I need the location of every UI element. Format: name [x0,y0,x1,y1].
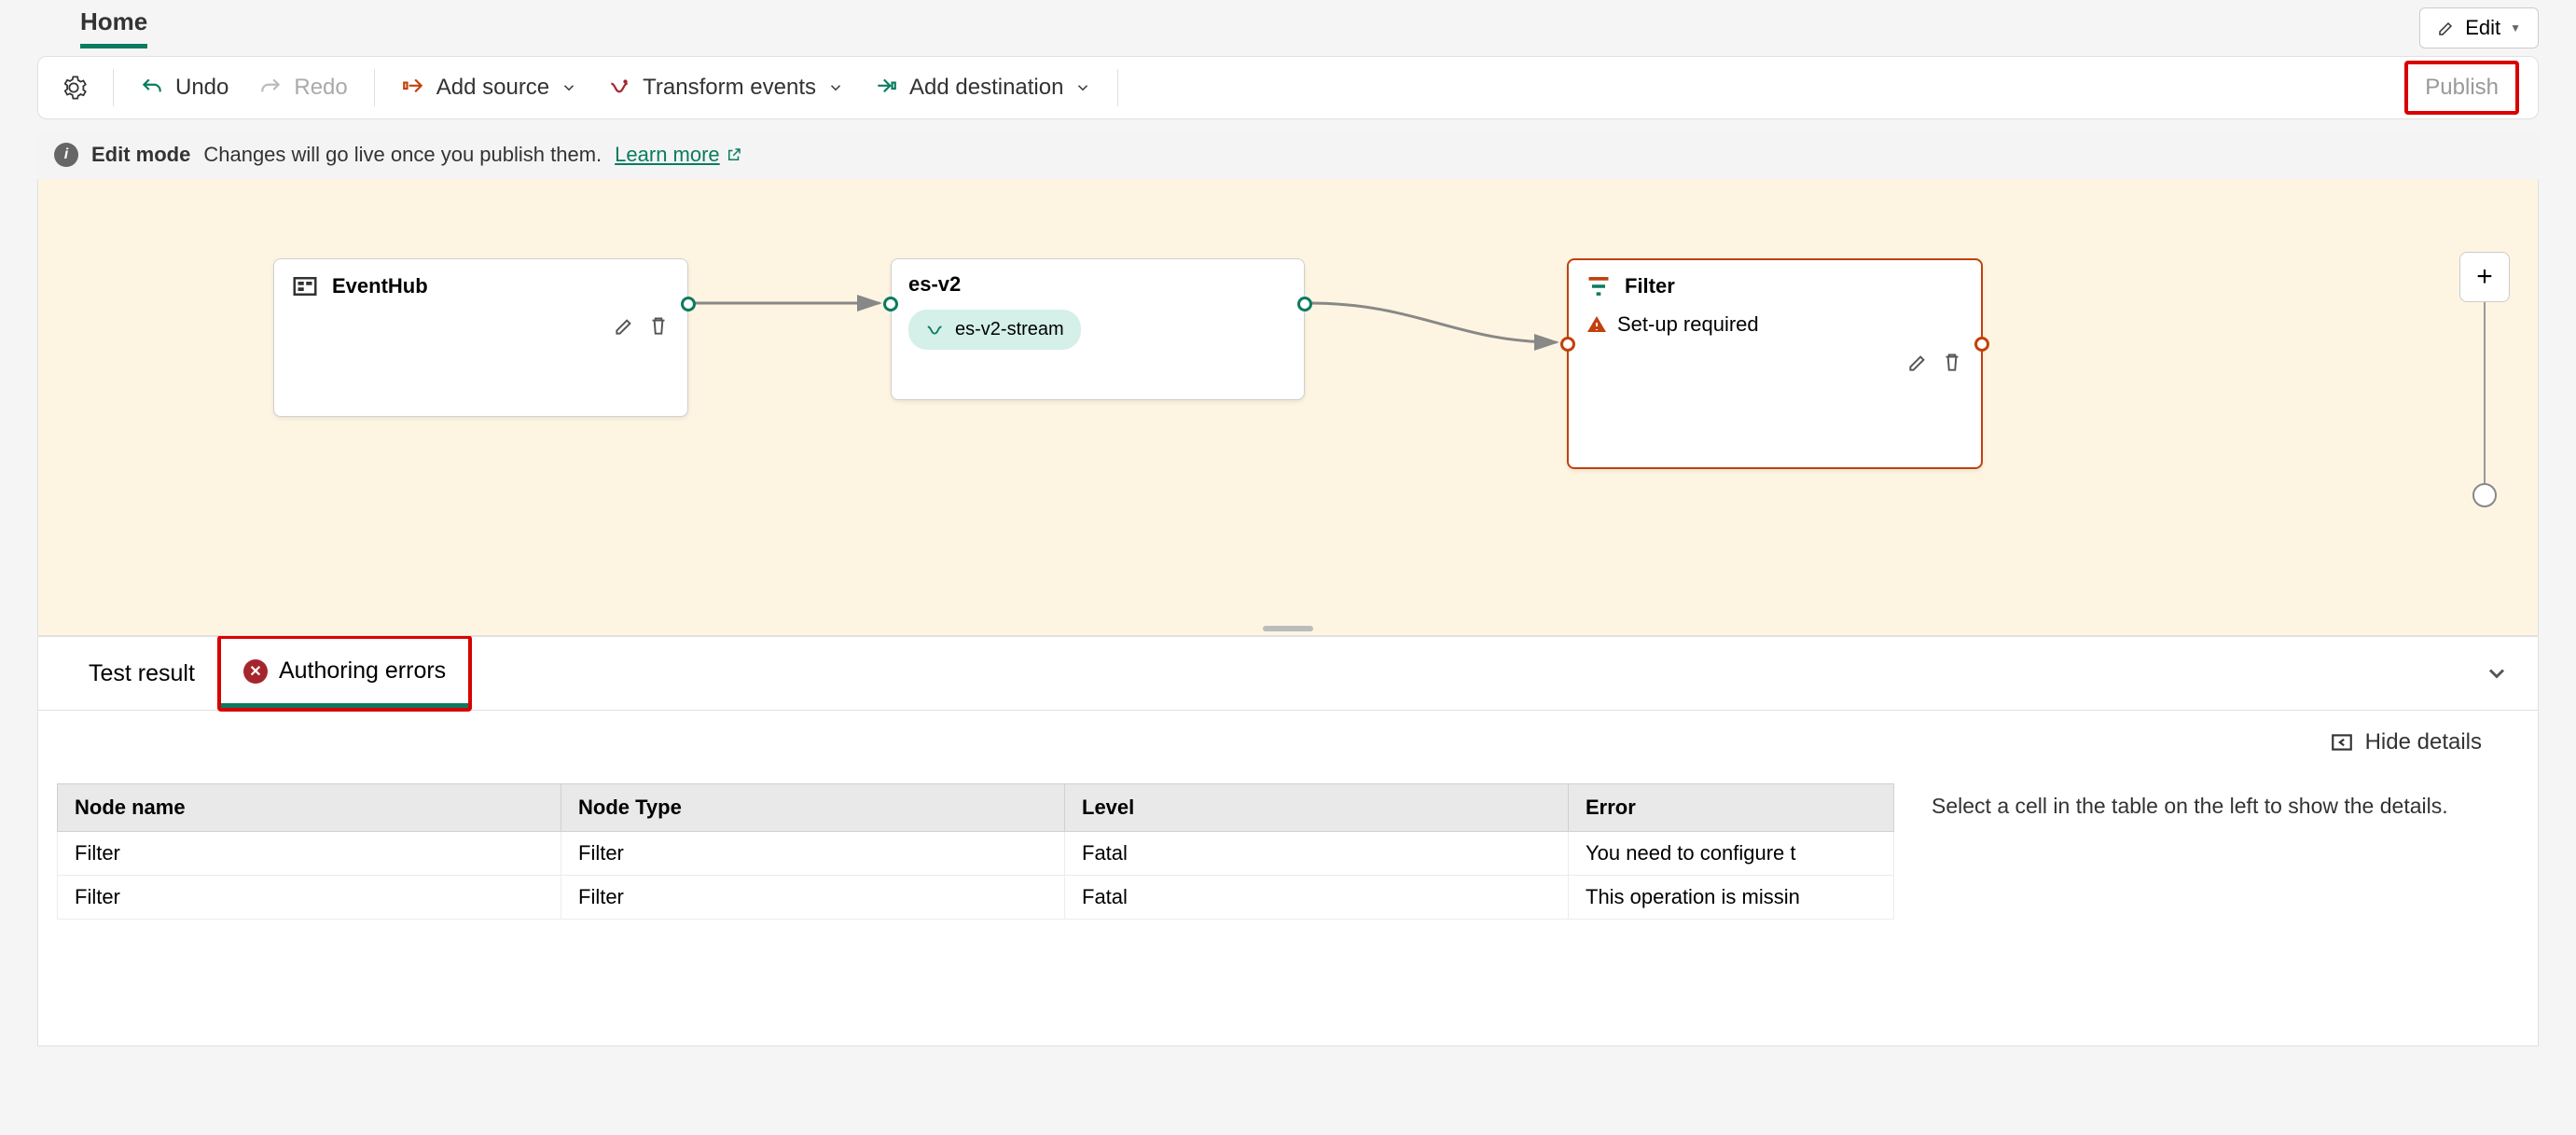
undo-button[interactable]: Undo [136,69,232,106]
hide-details-button[interactable]: Hide details [38,711,2538,765]
error-table: Node name Node Type Level Error FilterFi… [38,765,1894,1045]
table-row[interactable]: FilterFilterFatalThis operation is missi… [58,876,1894,920]
transform-label: Transform events [643,75,816,101]
col-level[interactable]: Level [1065,784,1569,832]
external-link-icon [726,146,742,163]
flow-canvas[interactable]: EventHub es-v2 es-v2-stream [37,179,2539,636]
node-eventhub-title: EventHub [332,274,428,298]
chevron-down-icon [827,79,844,96]
output-port[interactable] [1974,337,1989,352]
stream-icon [925,320,946,340]
info-banner: i Edit mode Changes will go live once yo… [37,131,2539,179]
collapse-chevron-icon[interactable] [2484,660,2510,686]
learn-more-link[interactable]: Learn more [615,143,742,167]
node-filter[interactable]: Filter Set-up required [1567,258,1983,469]
input-port[interactable] [883,297,898,311]
trash-icon[interactable] [646,313,671,338]
redo-icon [258,76,283,100]
top-header: Home Edit ▼ [0,0,2576,56]
caret-down-icon: ▼ [2510,21,2521,35]
warning-icon [1586,313,1608,336]
info-icon: i [54,143,78,167]
table-cell[interactable]: Filter [561,876,1065,920]
stream-label: es-v2-stream [955,319,1064,340]
toolbar: Undo Redo Add source Transform events Ad… [37,56,2539,119]
chevron-down-icon [561,79,577,96]
table-cell[interactable]: Fatal [1065,876,1569,920]
undo-label: Undo [175,75,229,101]
settings-button[interactable] [57,69,90,106]
node-eventhub[interactable]: EventHub [273,258,688,417]
hide-details-label: Hide details [2365,729,2482,755]
table-row[interactable]: FilterFilterFatalYou need to configure t [58,832,1894,876]
table-header-row: Node name Node Type Level Error [58,784,1894,832]
eventhub-icon [291,272,319,300]
table-cell[interactable]: Filter [58,832,561,876]
details-panel: Hide details Node name Node Type Level E… [37,711,2539,1046]
add-node-button[interactable]: + [2459,252,2510,302]
transform-events-button[interactable]: Transform events [603,69,848,106]
description-panel: Select a cell in the table on the left t… [1894,765,2538,1045]
authoring-errors-highlight: ✕ Authoring errors [217,635,472,712]
learn-more-label: Learn more [615,143,720,167]
tab-authoring-errors-label: Authoring errors [279,657,446,685]
output-port[interactable] [1297,297,1312,311]
table-cell[interactable]: You need to configure t [1569,832,1894,876]
undo-icon [140,76,164,100]
redo-button[interactable]: Redo [255,69,351,106]
node-esv2-title: es-v2 [908,272,961,297]
add-source-label: Add source [436,75,549,101]
add-source-button[interactable]: Add source [397,69,581,106]
gear-icon [61,75,87,101]
destination-icon [874,76,898,100]
zoom-slider-track [2484,302,2486,489]
col-node-type[interactable]: Node Type [561,784,1065,832]
tab-home[interactable]: Home [80,7,147,48]
chevron-down-icon [1074,79,1091,96]
node-esv2[interactable]: es-v2 es-v2-stream [891,258,1305,400]
edit-button[interactable]: Edit ▼ [2419,7,2539,48]
transform-icon [607,76,631,100]
col-node-name[interactable]: Node name [58,784,561,832]
node-filter-title: Filter [1625,274,1675,298]
collapse-icon [2330,730,2354,754]
redo-label: Redo [294,75,347,101]
publish-highlight: Publish [2404,61,2519,115]
edit-button-label: Edit [2465,16,2500,40]
error-badge-icon: ✕ [243,659,268,684]
table-cell[interactable]: Fatal [1065,832,1569,876]
table-cell[interactable]: Filter [561,832,1065,876]
zoom-slider-handle[interactable] [2472,483,2497,507]
col-error[interactable]: Error [1569,784,1894,832]
add-destination-label: Add destination [909,75,1063,101]
pencil-icon[interactable] [613,313,637,338]
add-destination-button[interactable]: Add destination [870,69,1095,106]
tab-authoring-errors[interactable]: ✕ Authoring errors [221,639,468,708]
node-filter-status: Set-up required [1617,312,1759,337]
banner-message: Changes will go live once you publish th… [203,143,602,167]
trash-icon[interactable] [1940,350,1964,374]
publish-button[interactable]: Publish [2419,65,2504,110]
banner-title: Edit mode [91,143,190,167]
table-cell[interactable]: This operation is missin [1569,876,1894,920]
output-port[interactable] [681,297,696,311]
panel-resize-handle[interactable] [1263,626,1313,631]
stream-chip[interactable]: es-v2-stream [908,310,1081,350]
pencil-icon [2437,19,2456,37]
bottom-tabs: Test result ✕ Authoring errors [37,636,2539,711]
input-port[interactable] [1560,337,1575,352]
pencil-icon[interactable] [1906,350,1931,374]
table-cell[interactable]: Filter [58,876,561,920]
filter-icon [1586,273,1612,299]
source-icon [401,76,425,100]
tab-test-result[interactable]: Test result [66,642,217,706]
